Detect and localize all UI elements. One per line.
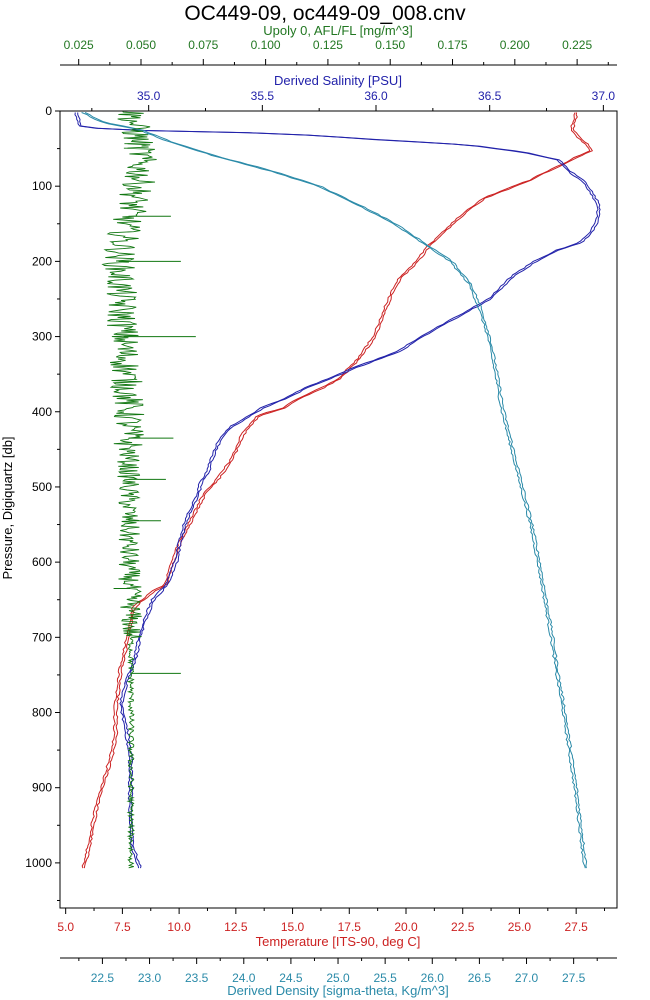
temperature-tick-label: 12.5	[224, 920, 248, 934]
density-tick-label: 26.0	[421, 971, 445, 985]
density-series-line	[81, 112, 586, 869]
axes-layer: 0 100 200 300 400 500 600 700 800 900 1000 0.025 0.0…	[25, 38, 618, 985]
salinity-series-line	[74, 112, 599, 869]
salinity-tick-label: 37.0	[592, 89, 616, 103]
temperature-tick-label: 25.0	[508, 920, 532, 934]
fluorescence-tick-label: 0.200	[500, 38, 530, 52]
plot-frame	[59, 110, 618, 909]
fluorescence-tick-label: 0.150	[375, 38, 405, 52]
pressure-tick-label: 700	[32, 630, 52, 644]
temperature-series-line	[83, 112, 594, 869]
fluorescence-tick-label: 0.050	[126, 38, 156, 52]
density-tick-label: 24.5	[279, 971, 303, 985]
pressure-tick-label: 300	[32, 330, 52, 344]
temperature-tick-label: 27.5	[564, 920, 588, 934]
temperature-tick-label: 17.5	[338, 920, 362, 934]
density-axis-label: Derived Density [sigma-theta, Kg/m^3]	[227, 983, 448, 998]
pressure-tick-label: 0	[45, 104, 52, 118]
pressure-tick-label: 1000	[25, 856, 52, 870]
series-layer	[74, 110, 601, 869]
density-tick-label: 23.0	[138, 971, 162, 985]
salinity-tick-label: 35.5	[251, 89, 275, 103]
fluorescence-tick-label: 0.125	[313, 38, 343, 52]
temperature-tick-label: 10.0	[167, 920, 191, 934]
pressure-tick-label: 500	[32, 480, 52, 494]
temperature-tick-label: 22.5	[451, 920, 475, 934]
pressure-tick-label: 100	[32, 179, 52, 193]
temperature-tick-label: 5.0	[57, 920, 74, 934]
density-tick-label: 25.5	[373, 971, 397, 985]
fluorescence-tick-label: 0.225	[562, 38, 592, 52]
temperature-series-line	[81, 112, 591, 869]
density-tick-label: 23.5	[185, 971, 209, 985]
density-tick-label: 26.5	[468, 971, 492, 985]
fluorescence-tick-label: 0.075	[188, 38, 218, 52]
temperature-axis-label: Temperature [ITS-90, deg C]	[256, 934, 421, 949]
density-tick-label: 27.0	[515, 971, 539, 985]
density-tick-label: 25.0	[326, 971, 350, 985]
salinity-tick-label: 36.5	[478, 89, 502, 103]
fluorescence-axis-label: Upoly 0, AFL/FL [mg/m^3]	[263, 23, 412, 38]
salinity-tick-label: 36.0	[364, 89, 388, 103]
salinity-tick-label: 35.0	[137, 89, 161, 103]
fluorescence-series-line	[101, 110, 157, 869]
density-series-line	[84, 112, 588, 869]
chart-title: OC449-09, oc449-09_008.cnv	[184, 2, 466, 25]
pressure-tick-label: 900	[32, 781, 52, 795]
density-tick-label: 22.5	[91, 971, 115, 985]
fluorescence-tick-label: 0.100	[251, 38, 281, 52]
temperature-tick-label: 20.0	[394, 920, 418, 934]
pressure-tick-label: 400	[32, 405, 52, 419]
temperature-tick-label: 15.0	[281, 920, 305, 934]
fluorescence-tick-label: 0.175	[438, 38, 468, 52]
pressure-tick-label: 800	[32, 706, 52, 720]
salinity-axis-label: Derived Salinity [PSU]	[274, 73, 402, 88]
pressure-tick-label: 200	[32, 254, 52, 268]
pressure-axis-label: Pressure, Digiquartz [db]	[0, 436, 15, 579]
temperature-tick-label: 7.5	[114, 920, 131, 934]
density-tick-label: 24.0	[232, 971, 256, 985]
density-tick-label: 27.5	[562, 971, 586, 985]
fluorescence-tick-label: 0.025	[64, 38, 94, 52]
pressure-tick-label: 600	[32, 555, 52, 569]
